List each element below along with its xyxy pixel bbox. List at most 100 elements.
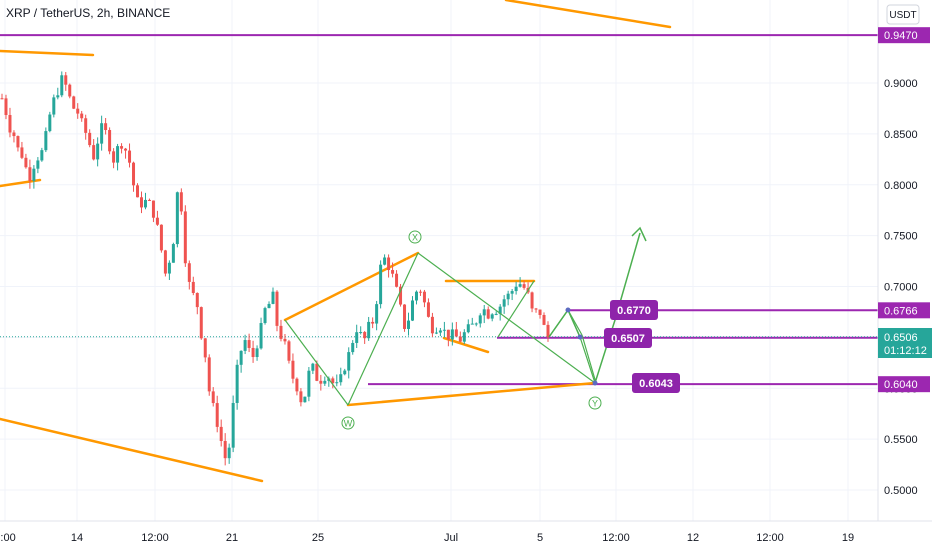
wave-line [581, 334, 597, 384]
candle-body [371, 321, 375, 324]
current-price-tag: 0.6506 01:12:12 [878, 328, 932, 358]
currency-button-box[interactable] [886, 4, 920, 25]
candle-body [430, 316, 434, 334]
candle-body [522, 284, 526, 288]
wave-lines[interactable] [284, 226, 647, 406]
currency-button[interactable]: USDT [886, 4, 920, 25]
current-price-bg [878, 328, 932, 358]
candle-body [287, 341, 291, 361]
target-boxes[interactable]: 0.6770 0.6507 0.6043 [604, 300, 680, 393]
candle-body [4, 98, 8, 116]
target-box-06507[interactable] [604, 328, 652, 348]
candle-body [291, 360, 295, 379]
wave-point [565, 307, 571, 313]
candle-body [231, 402, 235, 448]
candle-body [267, 303, 271, 309]
candle-body [446, 329, 450, 340]
wave-label-x: X [412, 233, 418, 243]
candle-body [355, 332, 359, 343]
candle-body [40, 150, 44, 161]
level-price-tag [878, 27, 930, 44]
candle-body [474, 323, 478, 325]
wave-point [592, 380, 598, 386]
current-price-value: 0.6506 [884, 332, 918, 344]
candle-body [183, 211, 187, 264]
candle-body [235, 364, 239, 403]
time-axis[interactable]: 2:00 14 12:00 21 25 Jul 5 12:00 12 12:00 19 [0, 520, 932, 544]
target-label-0677: 0.6770 [617, 305, 651, 317]
chart-title: XRP / TetherUS, 2h, BINANCE [6, 6, 170, 20]
candle-body [92, 145, 96, 160]
level-price-label: 0.6040 [884, 379, 918, 391]
candle-body [147, 199, 151, 201]
candle-body [100, 123, 104, 144]
candle-body [450, 329, 454, 340]
orange-trendline [346, 381, 597, 407]
wave-line [284, 319, 349, 406]
candle-body [303, 396, 307, 403]
candle-body [335, 382, 339, 384]
candle-body [112, 151, 116, 163]
price-axis[interactable]: 0.50000.55000.60000.65000.70000.75000.80… [877, 0, 918, 521]
price-tick-label: 0.5500 [884, 434, 918, 446]
candle-body [375, 304, 379, 324]
candle-body [538, 309, 542, 315]
candle-body [407, 320, 411, 329]
candle-body [359, 332, 363, 334]
candle-body [0, 98, 4, 100]
candle-body [108, 130, 112, 152]
candle-body [60, 75, 64, 96]
candle-body [223, 440, 227, 459]
time-tick-label: 12:00 [602, 532, 630, 544]
target-box-06043[interactable] [632, 373, 680, 393]
current-price-countdown: 01:12:12 [884, 345, 927, 357]
level-price-tag [878, 376, 930, 393]
candle-body [143, 199, 147, 208]
candle-body [56, 95, 60, 98]
candle-body [311, 363, 315, 371]
target-label-06043: 0.6043 [639, 378, 673, 390]
candle-body [28, 167, 32, 181]
candle-body [466, 324, 470, 333]
candle-body [414, 291, 418, 301]
price-tick-label: 0.7500 [884, 231, 918, 243]
orange-trendlines[interactable] [0, 0, 672, 483]
candle-body [8, 115, 12, 133]
candle-body [494, 313, 498, 315]
candle-body [530, 292, 534, 309]
candle-body [171, 244, 175, 263]
target-box-0677[interactable] [610, 300, 658, 320]
candle-body [20, 147, 24, 158]
time-tick-label: 12:00 [756, 532, 784, 544]
candle-body [247, 340, 251, 348]
candle-body [343, 370, 347, 375]
candle-body [64, 75, 68, 85]
candle-body [179, 192, 183, 212]
candle-body [36, 160, 40, 169]
target-label-06507: 0.6507 [611, 333, 645, 345]
price-tick-label: 0.7000 [884, 282, 918, 294]
candle-body [167, 262, 171, 274]
grid [0, 0, 878, 521]
candle-body [299, 391, 303, 403]
price-tick-label: 0.8500 [884, 129, 918, 141]
candle-body [132, 162, 136, 186]
candle-body [72, 96, 76, 109]
candle-body [426, 302, 430, 317]
time-tick-label: 12:00 [141, 532, 169, 544]
time-tick-label: 5 [537, 532, 543, 544]
candle-body [418, 291, 422, 293]
candle-body [255, 348, 259, 358]
time-tick-label: 12 [687, 532, 699, 544]
candle-body [211, 391, 215, 404]
candle-body [12, 132, 16, 137]
candle-body [199, 307, 203, 339]
candle-body [68, 84, 72, 97]
candle-body [96, 143, 100, 160]
time-tick-label: 14 [71, 532, 83, 544]
candle-body [514, 286, 518, 292]
candle-body [506, 293, 510, 300]
candle-body [283, 338, 287, 342]
